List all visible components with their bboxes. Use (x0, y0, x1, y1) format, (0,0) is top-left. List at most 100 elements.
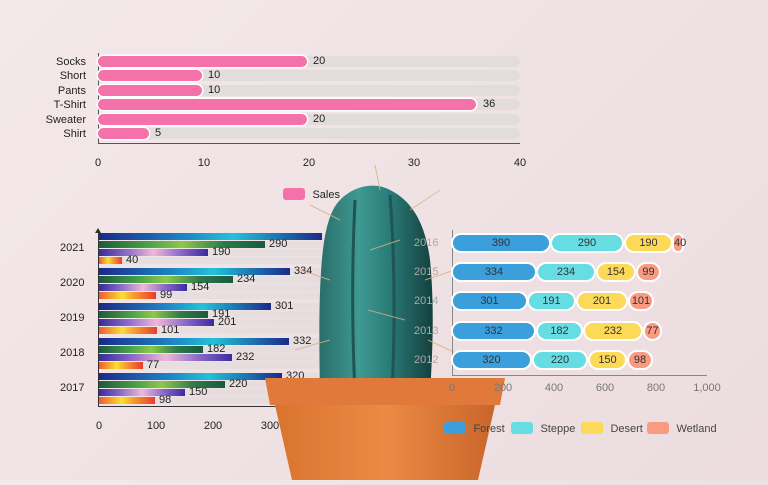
legend-swatch (283, 187, 305, 200)
value-label: 290 (269, 238, 288, 250)
x-tick-label: 0 (95, 420, 103, 432)
value-label: 232 (236, 351, 255, 363)
x-tick-label: 0 (94, 157, 102, 169)
value-label: 77 (147, 359, 160, 371)
category-label: 2016 (414, 237, 439, 249)
legend-swatch (581, 421, 603, 434)
legend-swatch (444, 421, 466, 434)
x-tick-label: 40 (513, 157, 527, 169)
seg-desert[interactable]: 154 (598, 264, 634, 280)
seg-steppe[interactable]: 290 (552, 235, 622, 251)
x-tick-label: 200 (493, 382, 513, 394)
value-label: 36 (483, 98, 496, 110)
x-tick-label: 0 (448, 382, 456, 394)
seg-forest[interactable]: 301 (453, 293, 526, 309)
bar-desert[interactable] (99, 354, 232, 361)
seg-steppe[interactable]: 182 (538, 323, 581, 339)
value-label: 154 (191, 281, 210, 293)
category-label: 2012 (414, 354, 439, 366)
x-axis (452, 375, 707, 376)
bar-steppe[interactable] (99, 311, 208, 318)
bar-wetland[interactable] (99, 327, 157, 334)
bar-sweater[interactable] (98, 114, 307, 125)
value-label: 10 (208, 84, 221, 96)
seg-wetland[interactable]: 40 (674, 235, 687, 251)
seg-forest[interactable]: 390 (453, 235, 549, 251)
bar-wetland[interactable] (99, 362, 143, 369)
stacked-bar-chart: 2016 2015 2014 2013 2012 390 290 190 40 … (400, 225, 768, 445)
category-label: Pants (57, 85, 86, 97)
seg-wetland[interactable]: 77 (645, 323, 660, 339)
value-label: 220 (229, 378, 248, 390)
bar-desert[interactable] (99, 319, 214, 326)
sales-bar-chart: Socks Short Pants T-Shirt Sweater Shirt … (0, 0, 560, 210)
bar-short[interactable] (98, 70, 202, 81)
y-axis (98, 53, 99, 143)
category-label: Shirt (63, 128, 86, 140)
seg-forest[interactable]: 320 (453, 352, 530, 368)
x-axis (98, 143, 520, 144)
bar-forest[interactable] (99, 303, 271, 310)
category-label: T-Shirt (53, 99, 86, 111)
bar-shirt[interactable] (98, 128, 149, 139)
seg-wetland[interactable]: 98 (629, 352, 651, 368)
category-label: 2020 (60, 277, 85, 289)
bar-forest[interactable] (99, 338, 289, 345)
bar-steppe[interactable] (99, 346, 203, 353)
bar-forest[interactable] (99, 233, 322, 240)
bar-wetland[interactable] (99, 397, 155, 404)
seg-desert[interactable]: 232 (585, 323, 641, 339)
bar-wetland[interactable] (99, 257, 122, 264)
value-label: 40 (126, 254, 139, 266)
x-tick-label: 200 (203, 420, 223, 432)
legend-item-sales[interactable]: Sales (283, 185, 340, 203)
bar-socks[interactable] (98, 56, 307, 67)
seg-desert[interactable]: 201 (578, 293, 626, 309)
y-axis-arrow-icon (95, 228, 101, 233)
seg-steppe[interactable]: 191 (529, 293, 574, 309)
seg-steppe[interactable]: 234 (538, 264, 594, 280)
category-label: 2018 (60, 347, 85, 359)
value-label: 20 (313, 113, 326, 125)
bar-desert[interactable] (99, 284, 187, 291)
category-label: 2014 (414, 295, 439, 307)
seg-forest[interactable]: 332 (453, 323, 534, 339)
seg-steppe[interactable]: 220 (534, 352, 586, 368)
category-label: 2013 (414, 325, 439, 337)
bar-forest[interactable] (99, 268, 290, 275)
legend-item-forest[interactable]: Forest (444, 419, 505, 437)
legend-item-wetland[interactable]: Wetland (647, 419, 717, 437)
y-axis (98, 231, 99, 407)
bar-steppe[interactable] (99, 241, 265, 248)
seg-desert[interactable]: 150 (590, 352, 625, 368)
value-label: 234 (237, 273, 256, 285)
bar-steppe[interactable] (99, 381, 225, 388)
x-tick-label: 800 (646, 382, 666, 394)
category-label: Short (59, 70, 86, 82)
bar-desert[interactable] (99, 389, 185, 396)
seg-wetland[interactable]: 99 (638, 264, 659, 280)
value-label: 301 (275, 300, 294, 312)
value-label: 320 (286, 370, 305, 382)
bar-forest[interactable] (99, 373, 282, 380)
x-tick-label: 300 (260, 420, 280, 432)
value-label: 98 (159, 394, 172, 406)
bar-steppe[interactable] (99, 276, 233, 283)
bar-desert[interactable] (99, 249, 208, 256)
legend-item-steppe[interactable]: Steppe (511, 419, 575, 437)
seg-wetland[interactable]: 101 (630, 293, 652, 309)
x-tick-label: 400 (544, 382, 564, 394)
bar-pants[interactable] (98, 85, 202, 96)
x-axis (98, 406, 326, 407)
bar-wetland[interactable] (99, 292, 156, 299)
legend-swatch (647, 421, 669, 434)
seg-desert[interactable]: 190 (626, 235, 671, 251)
legend-item-desert[interactable]: Desert (581, 419, 643, 437)
value-label: 390 (326, 230, 345, 242)
category-label: Socks (56, 56, 86, 68)
value-label: 20 (313, 55, 326, 67)
legend-swatch (511, 421, 533, 434)
seg-forest[interactable]: 334 (453, 264, 535, 280)
bar-tshirt[interactable] (98, 99, 476, 110)
x-tick-label: 600 (595, 382, 615, 394)
